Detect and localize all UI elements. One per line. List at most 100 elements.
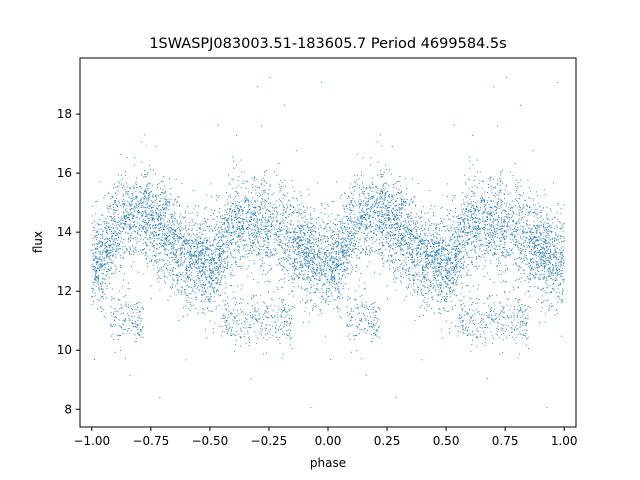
data-point: [281, 302, 283, 304]
data-point: [99, 237, 101, 239]
data-point: [353, 239, 355, 241]
data-point: [486, 245, 488, 247]
data-point: [536, 239, 539, 241]
data-point: [463, 263, 465, 265]
data-point: [495, 187, 497, 189]
data-point: [383, 263, 385, 265]
data-point: [185, 230, 187, 232]
data-point: [543, 300, 545, 302]
data-point: [513, 329, 516, 331]
data-point: [479, 232, 481, 234]
data-point: [273, 226, 275, 228]
data-point: [497, 224, 499, 226]
data-point: [162, 207, 164, 209]
data-point: [538, 225, 540, 227]
data-point: [403, 236, 405, 238]
data-point: [281, 265, 283, 267]
data-point: [269, 232, 271, 234]
data-point: [101, 263, 103, 265]
data-point: [332, 234, 334, 236]
data-point: [358, 220, 360, 222]
data-point: [113, 297, 115, 299]
data-point: [367, 212, 369, 214]
data-point: [459, 221, 462, 224]
data-point: [377, 251, 379, 253]
data-point: [500, 302, 502, 304]
data-point: [344, 276, 347, 278]
data-point: [562, 293, 564, 295]
data-point: [330, 227, 332, 229]
data-point: [467, 222, 469, 224]
data-point: [544, 255, 546, 257]
data-point: [131, 199, 134, 201]
data-point: [172, 271, 174, 273]
data-point: [253, 237, 255, 239]
data-point: [314, 257, 316, 259]
data-point: [421, 264, 423, 266]
data-point: [345, 257, 347, 259]
data-point: [282, 268, 284, 270]
data-point: [537, 229, 539, 231]
data-point: [503, 306, 505, 308]
data-point: [438, 228, 441, 230]
data-point: [487, 251, 489, 253]
data-point: [310, 286, 313, 288]
data-point: [336, 305, 338, 308]
data-point: [185, 243, 187, 245]
data-point: [108, 211, 110, 213]
data-point: [213, 219, 215, 221]
data-point: [504, 221, 507, 223]
data-point: [516, 188, 518, 190]
data-point: [342, 231, 344, 233]
data-point: [296, 246, 298, 248]
data-point: [215, 239, 217, 241]
data-point: [97, 274, 99, 276]
data-point: [436, 262, 439, 265]
data-point: [413, 280, 415, 282]
data-point: [366, 305, 368, 307]
data-point: [535, 264, 537, 266]
data-point: [525, 344, 528, 346]
data-point: [405, 270, 407, 272]
data-point: [184, 210, 186, 212]
data-point: [543, 229, 545, 231]
data-point: [216, 272, 219, 274]
data-point: [237, 234, 239, 236]
data-point: [373, 201, 375, 203]
data-point: [503, 311, 505, 313]
data-point: [143, 308, 145, 310]
data-point: [353, 335, 355, 337]
data-point: [382, 214, 384, 216]
data-point: [95, 271, 97, 273]
data-point: [291, 281, 293, 283]
data-point: [352, 234, 354, 237]
data-point: [477, 311, 479, 313]
data-point: [117, 200, 120, 202]
data-point: [489, 217, 491, 219]
data-point: [477, 284, 479, 286]
data-point: [525, 310, 527, 312]
data-point: [338, 260, 340, 262]
data-point: [453, 279, 455, 281]
data-point: [444, 300, 446, 302]
data-point: [377, 204, 379, 207]
data-point: [328, 243, 330, 246]
data-point: [477, 226, 480, 228]
data-point: [258, 192, 260, 194]
data-point: [242, 233, 244, 235]
data-point: [94, 292, 96, 294]
data-point: [176, 283, 178, 285]
data-point: [535, 257, 537, 259]
data-point: [226, 191, 228, 193]
data-point: [272, 216, 274, 219]
data-point: [205, 291, 208, 293]
data-point: [158, 275, 160, 277]
data-point: [195, 262, 197, 264]
data-point: [369, 226, 371, 228]
data-point: [404, 209, 406, 211]
data-point: [129, 208, 131, 210]
data-point: [344, 252, 346, 254]
data-point: [440, 301, 442, 303]
data-point: [483, 303, 485, 305]
data-point: [464, 182, 467, 184]
